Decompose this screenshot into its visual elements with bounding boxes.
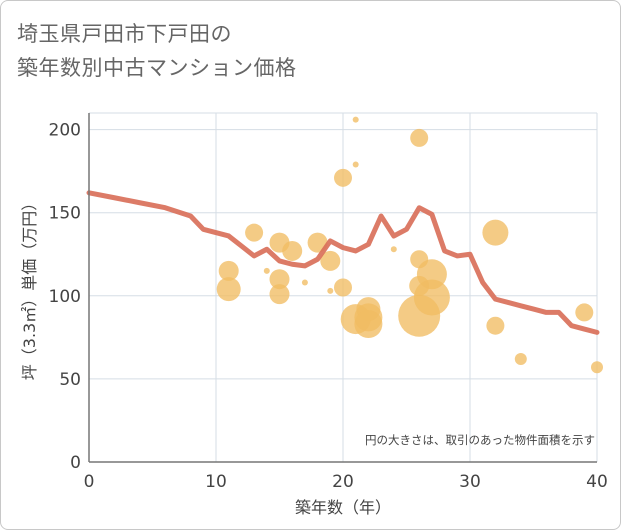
data-point — [352, 161, 359, 168]
x-tick-label: 10 — [205, 472, 227, 492]
size-note: 円の大きさは、取引のあった物件面積を示す — [365, 433, 595, 447]
trend-line — [86, 190, 600, 335]
data-point — [575, 303, 594, 322]
data-point — [269, 284, 290, 305]
x-axis-label: 築年数（年） — [295, 498, 391, 517]
axes — [88, 113, 597, 463]
trend-line-group — [86, 190, 600, 335]
data-point — [218, 260, 239, 281]
data-point — [410, 128, 429, 147]
y-tick-label: 100 — [49, 287, 81, 307]
y-tick-label: 150 — [49, 204, 81, 224]
data-point — [320, 250, 341, 271]
data-point — [245, 223, 264, 242]
x-tick-label: 30 — [459, 472, 481, 492]
data-point — [591, 361, 603, 374]
data-point — [514, 352, 527, 365]
data-point — [413, 279, 450, 316]
y-tick-label: 0 — [70, 453, 81, 473]
x-tick-label: 20 — [332, 472, 354, 492]
title-line-2: 築年数別中古マンション価格 — [17, 56, 297, 80]
chart-title: 埼玉県戸田市下戸田の 築年数別中古マンション価格 — [17, 17, 297, 85]
data-point — [269, 269, 290, 290]
y-axis-label: 坪（3.3㎡）単価（万円） — [20, 195, 39, 380]
data-point — [482, 219, 509, 246]
data-point — [216, 277, 241, 302]
data-point — [390, 246, 397, 253]
data-point — [301, 279, 308, 286]
data-point — [282, 240, 303, 261]
bubbles — [216, 116, 603, 374]
data-point — [486, 316, 505, 335]
title-line-1: 埼玉県戸田市下戸田の — [17, 22, 232, 46]
x-tick-label: 0 — [84, 472, 95, 492]
data-point — [334, 278, 352, 297]
tick-labels: 0 10 20 30 40 0 50 100 150 200 — [49, 121, 608, 492]
grid-lines — [89, 112, 598, 462]
data-point — [327, 287, 334, 294]
data-point — [334, 168, 352, 187]
y-tick-label: 50 — [59, 370, 81, 390]
x-tick-label: 40 — [586, 472, 608, 492]
data-point — [354, 310, 383, 339]
data-point — [307, 232, 328, 253]
data-point — [352, 116, 359, 123]
y-tick-label: 200 — [49, 121, 81, 141]
data-point — [263, 267, 270, 274]
